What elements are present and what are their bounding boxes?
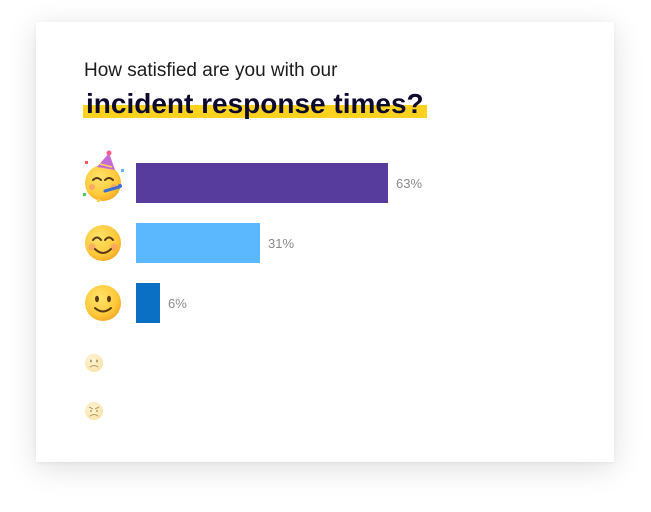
- slightly-frowning-face-icon: [85, 354, 103, 372]
- smiling-face-with-smiling-eyes-icon: [85, 225, 121, 261]
- chart-title: incident response times?: [83, 88, 427, 119]
- party-face-icon: [83, 150, 124, 202]
- value-label-smiling-face-with-smiling-eyes: 31%: [268, 236, 294, 251]
- survey-card: How satisfied are you with our incident …: [36, 22, 614, 462]
- slightly-smiling-face-icon: [85, 285, 121, 321]
- bars-group: 63% 31% 6%: [136, 163, 422, 323]
- value-label-slightly-smiling-face: 6%: [168, 296, 187, 311]
- bar-slightly-smiling-face: [136, 283, 160, 323]
- chart-subtitle: How satisfied are you with our: [84, 60, 338, 81]
- bar-party-face: [136, 163, 388, 203]
- angry-face-icon: [85, 402, 103, 420]
- chart-title-wrap: incident response times?: [83, 88, 427, 120]
- satisfaction-bar-chart: 63% 31% 6%: [83, 150, 422, 420]
- value-label-party-face: 63%: [396, 176, 422, 191]
- bar-smiling-face-with-smiling-eyes: [136, 223, 260, 263]
